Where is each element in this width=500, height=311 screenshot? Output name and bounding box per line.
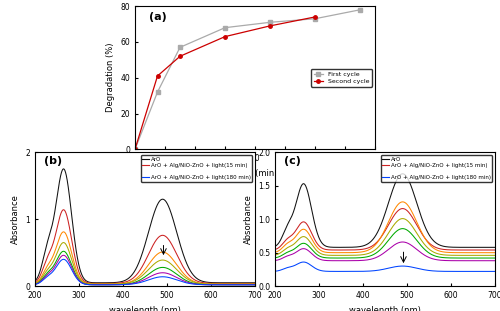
Second cycle	[312, 15, 318, 19]
Text: (a): (a)	[150, 12, 167, 22]
Second cycle	[267, 24, 273, 28]
Second cycle	[154, 74, 160, 78]
First cycle	[132, 147, 138, 151]
First cycle	[267, 21, 273, 24]
First cycle	[357, 8, 363, 12]
Legend: ArO, ArO + Alg/NiO-ZnO + light(15 min), , ArO + Alg/NiO-ZnO + light(180 min): ArO, ArO + Alg/NiO-ZnO + light(15 min), …	[380, 155, 492, 182]
Y-axis label: Degradation (%): Degradation (%)	[106, 43, 115, 113]
Second cycle	[177, 54, 183, 58]
X-axis label: wavelength (nm): wavelength (nm)	[349, 305, 421, 311]
Legend: ArO, ArO + Alg/NiO-ZnO + light(15 min), , ArO + Alg/NiO-ZnO + light(180 min): ArO, ArO + Alg/NiO-ZnO + light(15 min), …	[140, 155, 252, 182]
First cycle	[154, 90, 160, 94]
Line: First cycle: First cycle	[134, 8, 362, 151]
X-axis label: wavelength (nm): wavelength (nm)	[109, 305, 181, 311]
X-axis label: Time (min): Time (min)	[232, 169, 278, 178]
Y-axis label: Absorbance: Absorbance	[244, 194, 252, 244]
Legend: First cycle, Second cycle: First cycle, Second cycle	[311, 69, 372, 86]
Second cycle	[132, 147, 138, 151]
Text: (c): (c)	[284, 156, 300, 166]
Second cycle	[222, 35, 228, 39]
First cycle	[177, 45, 183, 49]
Line: Second cycle: Second cycle	[134, 15, 316, 151]
Text: (b): (b)	[44, 156, 62, 166]
First cycle	[222, 26, 228, 30]
First cycle	[312, 17, 318, 21]
Y-axis label: Absorbance: Absorbance	[10, 194, 20, 244]
